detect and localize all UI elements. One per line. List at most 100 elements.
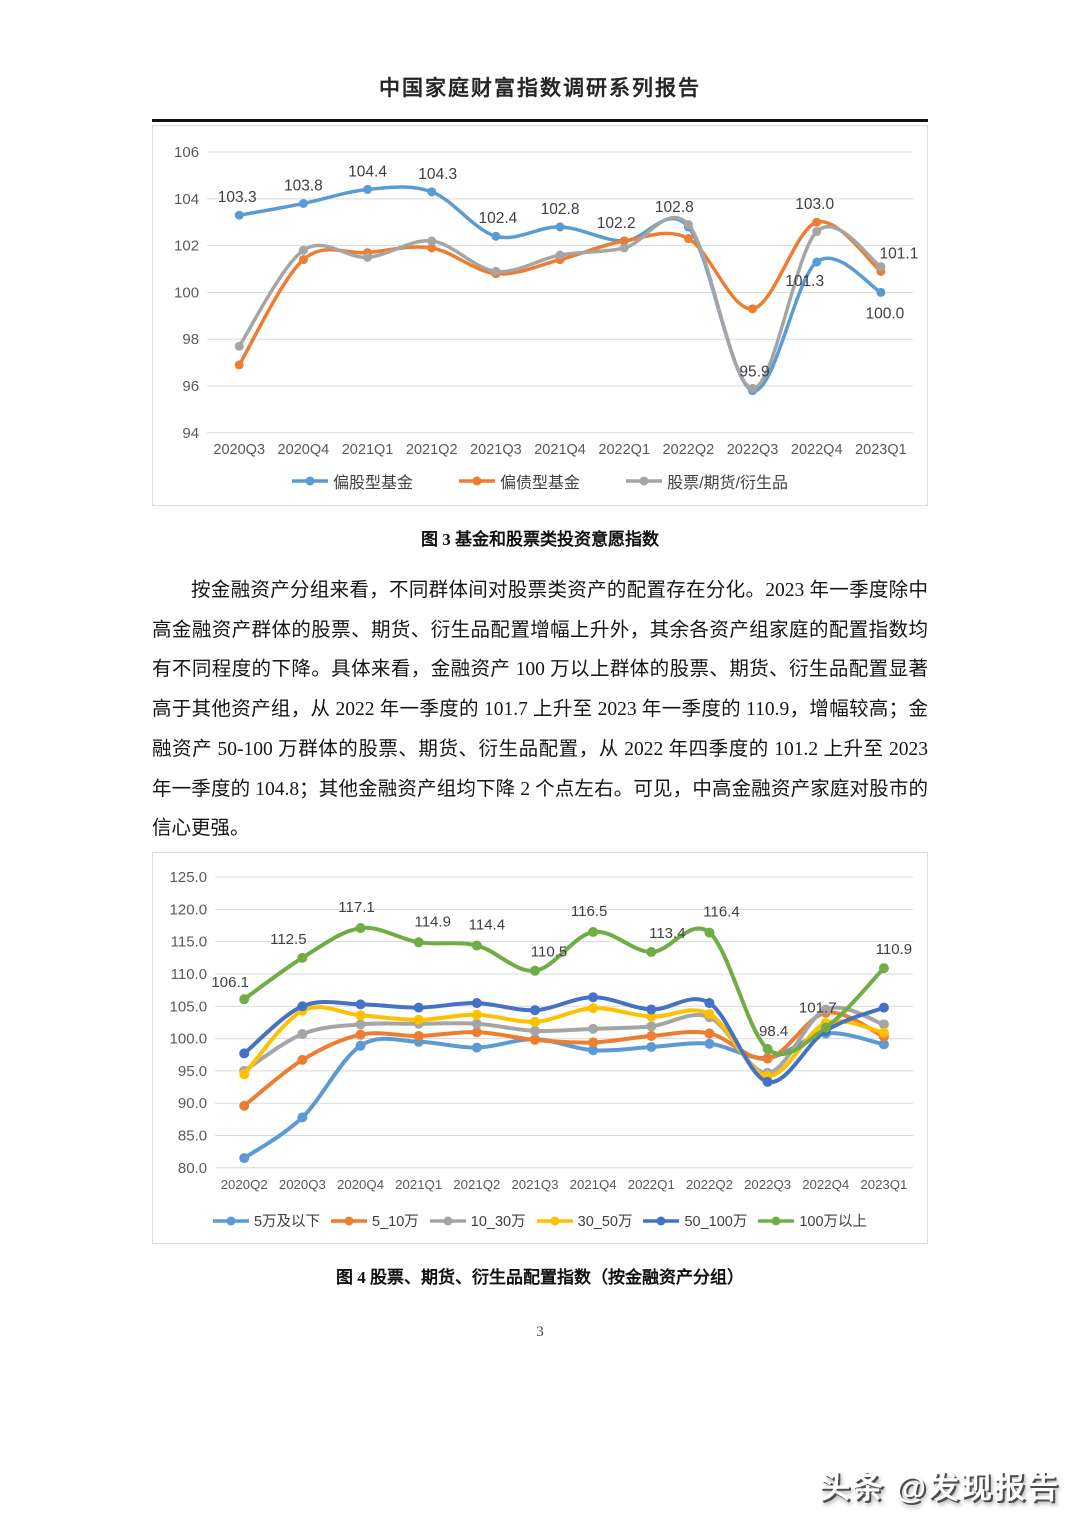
legend-label: 5万及以下 — [253, 1214, 321, 1231]
svg-text:113.4: 113.4 — [649, 925, 685, 942]
svg-text:2020Q4: 2020Q4 — [337, 1177, 384, 1192]
page-number: 3 — [536, 1324, 544, 1341]
legend-marker-icon — [459, 476, 496, 486]
svg-text:80.0: 80.0 — [178, 1160, 207, 1177]
body-paragraph: 按金融资产分组来看，不同群体间对股票类资产的配置存在分化。2023 年一季度除中… — [152, 579, 928, 840]
svg-text:2021Q2: 2021Q2 — [453, 1177, 500, 1192]
svg-text:103.3: 103.3 — [218, 189, 257, 206]
legend-item: 5万及以下 — [212, 1210, 321, 1231]
svg-text:95.9: 95.9 — [739, 363, 769, 380]
svg-text:110.0: 110.0 — [171, 966, 207, 983]
legend-item: 100万以上 — [758, 1210, 867, 1231]
legend-marker-icon — [536, 1216, 573, 1226]
svg-text:103.0: 103.0 — [795, 196, 834, 213]
svg-text:2020Q2: 2020Q2 — [221, 1177, 268, 1192]
title-rule — [152, 119, 928, 122]
svg-text:2022Q4: 2022Q4 — [791, 442, 843, 458]
svg-text:120.0: 120.0 — [170, 902, 208, 919]
svg-text:2022Q2: 2022Q2 — [663, 442, 715, 458]
svg-text:98.4: 98.4 — [759, 1023, 788, 1040]
figure3-legend: 偏股型基金 偏债型基金 股票/期货/衍生品 — [159, 469, 921, 493]
legend-marker-icon — [643, 1216, 680, 1226]
legend-marker-icon — [429, 1216, 466, 1226]
legend-item: 5_10万 — [331, 1210, 419, 1231]
svg-text:110.9: 110.9 — [876, 941, 912, 958]
legend-label: 5_10万 — [372, 1214, 419, 1231]
svg-text:102.8: 102.8 — [541, 201, 580, 218]
svg-text:100.0: 100.0 — [170, 1031, 208, 1048]
legend-label: 偏债型基金 — [500, 474, 581, 492]
legend-marker-icon — [758, 1216, 795, 1226]
svg-text:114.9: 114.9 — [414, 913, 450, 930]
figure4-line-chart: 80.0 85.0 90.0 95.0 100.0 105.0 110.0 115.0 120.… — [170, 869, 913, 1192]
legend-label: 偏股型基金 — [333, 474, 414, 492]
svg-text:2023Q1: 2023Q1 — [860, 1177, 907, 1192]
svg-text:98: 98 — [182, 331, 199, 348]
svg-text:101.7: 101.7 — [799, 1000, 837, 1017]
svg-text:102.2: 102.2 — [597, 215, 636, 232]
figure4-legend: 5万及以下 5_10万 10_30万 30_50万 50_100万 100万以上 — [159, 1210, 921, 1231]
svg-text:2021Q3: 2021Q3 — [511, 1177, 558, 1192]
svg-text:2022Q3: 2022Q3 — [727, 442, 779, 458]
svg-text:2023Q1: 2023Q1 — [855, 442, 907, 458]
svg-text:116.4: 116.4 — [703, 904, 739, 921]
legend-label: 10_30万 — [470, 1214, 526, 1231]
svg-text:106.1: 106.1 — [211, 974, 249, 991]
legend-item: 50_100万 — [643, 1210, 747, 1231]
svg-text:2022Q1: 2022Q1 — [598, 442, 650, 458]
svg-text:116.5: 116.5 — [571, 903, 607, 920]
legend-marker-icon — [331, 1216, 368, 1226]
legend-marker-icon — [626, 476, 663, 486]
figure4-caption: 图 4 股票、期货、衍生品配置指数（按金融资产分组） — [336, 1268, 744, 1288]
legend-item: 10_30万 — [429, 1210, 526, 1231]
svg-text:2022Q1: 2022Q1 — [628, 1177, 675, 1192]
svg-text:85.0: 85.0 — [178, 1128, 207, 1145]
svg-text:2021Q4: 2021Q4 — [534, 442, 586, 458]
svg-text:2021Q3: 2021Q3 — [470, 442, 522, 458]
svg-text:104.3: 104.3 — [418, 166, 457, 183]
svg-text:2021Q2: 2021Q2 — [406, 442, 458, 458]
legend-item: 偏债型基金 — [459, 469, 580, 493]
svg-text:102.4: 102.4 — [478, 210, 517, 227]
svg-text:2022Q2: 2022Q2 — [686, 1177, 733, 1192]
svg-text:102: 102 — [174, 238, 199, 255]
figure3-line-chart: 94 96 98 100 102 104 106 2020Q3 2020Q4 2021Q1 2021… — [174, 144, 918, 458]
legend-item: 股票/期货/衍生品 — [626, 469, 788, 493]
svg-text:104.4: 104.4 — [348, 163, 387, 180]
svg-text:103.8: 103.8 — [284, 177, 323, 194]
svg-text:2021Q4: 2021Q4 — [570, 1177, 617, 1192]
svg-text:102.8: 102.8 — [655, 199, 694, 216]
svg-text:2021Q1: 2021Q1 — [395, 1177, 442, 1192]
svg-text:104: 104 — [174, 191, 199, 208]
svg-text:115.0: 115.0 — [171, 934, 207, 951]
svg-text:2022Q3: 2022Q3 — [744, 1177, 791, 1192]
svg-text:100.0: 100.0 — [865, 305, 904, 322]
figure3-caption: 图 3 基金和股票类投资意愿指数 — [421, 529, 659, 549]
svg-text:100: 100 — [174, 284, 199, 301]
legend-marker-icon — [292, 476, 329, 486]
svg-text:105.0: 105.0 — [170, 999, 208, 1016]
legend-marker-icon — [212, 1216, 249, 1226]
svg-text:117.1: 117.1 — [338, 899, 374, 916]
svg-text:2022Q4: 2022Q4 — [802, 1177, 849, 1192]
legend-label: 50_100万 — [684, 1214, 748, 1231]
svg-text:2020Q3: 2020Q3 — [213, 442, 265, 458]
legend-label: 股票/期货/衍生品 — [667, 474, 788, 492]
svg-text:106: 106 — [174, 144, 199, 161]
legend-label: 100万以上 — [799, 1214, 868, 1231]
svg-text:110.5: 110.5 — [531, 944, 567, 961]
svg-text:96: 96 — [182, 378, 199, 395]
svg-text:94: 94 — [182, 425, 199, 442]
svg-text:2020Q4: 2020Q4 — [278, 442, 330, 458]
figure3-chart-box: 94 96 98 100 102 104 106 2020Q3 2020Q4 2021Q1 2021… — [152, 125, 928, 506]
watermark: 头条 @发现报告 — [819, 1470, 1060, 1505]
legend-label: 30_50万 — [577, 1214, 633, 1231]
svg-text:125.0: 125.0 — [170, 869, 208, 886]
svg-text:112.5: 112.5 — [270, 931, 306, 948]
svg-text:101.3: 101.3 — [785, 273, 824, 290]
svg-text:95.0: 95.0 — [178, 1063, 207, 1080]
figure4-chart-box: 80.0 85.0 90.0 95.0 100.0 105.0 110.0 115.0 120.… — [152, 852, 928, 1245]
svg-text:101.1: 101.1 — [879, 246, 918, 263]
legend-item: 30_50万 — [536, 1210, 633, 1231]
